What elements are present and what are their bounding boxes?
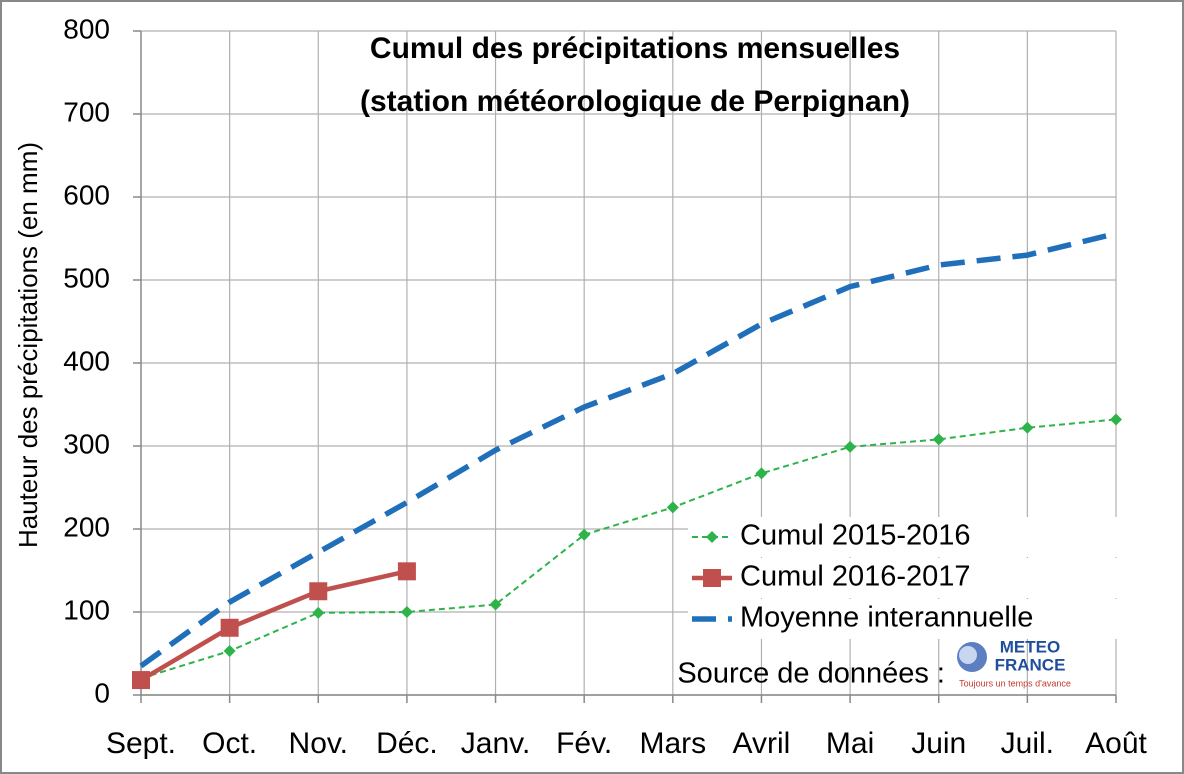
source-label: Source de données : — [677, 658, 945, 690]
point — [578, 528, 591, 541]
x-tick-label: Fév. — [556, 727, 612, 760]
logo-globe — [959, 646, 977, 664]
y-tick-label: 700 — [63, 96, 110, 127]
y-axis-label: Hauteur des précipitations (en mm) — [13, 142, 43, 548]
legend-label: Cumul 2016-2017 — [740, 561, 971, 593]
point — [309, 582, 328, 601]
point — [223, 645, 236, 658]
logo-text: FRANCE — [995, 655, 1066, 674]
point — [400, 606, 413, 618]
y-tick-label: 0 — [94, 677, 110, 708]
logo-text: METEO — [1000, 637, 1060, 656]
x-tick-label: Mai — [826, 727, 874, 760]
legend-background — [688, 599, 1118, 639]
x-tick-label: Oct. — [202, 727, 257, 760]
point — [844, 440, 857, 453]
series-line — [139, 230, 1117, 669]
point — [755, 467, 768, 480]
x-tick-label: Janv. — [461, 727, 530, 760]
y-tick-label: 200 — [63, 511, 110, 542]
y-tick-label: 600 — [63, 179, 110, 210]
x-tick-label: Déc. — [376, 727, 438, 760]
chart-title: Cumul des précipitations mensuelles — [370, 32, 900, 65]
point — [1110, 413, 1122, 426]
y-tick-label: 400 — [63, 345, 110, 376]
x-tick-label: Sept. — [106, 727, 176, 760]
legend-background — [688, 558, 1118, 598]
y-tick-label: 500 — [63, 262, 110, 293]
legend-label: Moyenne interannuelle — [740, 602, 1033, 634]
x-tick-label: Juil. — [1001, 727, 1054, 760]
legend-marker — [706, 531, 718, 543]
point — [312, 606, 325, 619]
x-tick-label: Avril — [733, 727, 791, 760]
point — [489, 598, 502, 611]
point — [1021, 421, 1034, 434]
legend-label: Cumul 2015-2016 — [740, 520, 971, 552]
x-tick-label: Juin — [911, 727, 966, 760]
x-tick-label: Août — [1085, 727, 1147, 760]
logo-tagline: Toujours un temps d'avance — [959, 678, 1071, 688]
point — [397, 562, 416, 581]
y-tick-label: 100 — [63, 594, 110, 625]
y-tick-label: 800 — [63, 13, 110, 44]
series-line — [139, 569, 408, 682]
point — [220, 618, 239, 637]
point — [666, 501, 679, 514]
x-tick-label: Mars — [639, 727, 706, 760]
legend-marker — [703, 569, 721, 587]
series-line — [140, 418, 1117, 680]
point — [132, 671, 150, 690]
y-tick-label: 300 — [63, 428, 110, 459]
point — [932, 433, 945, 446]
x-tick-label: Nov. — [289, 727, 348, 760]
chart-title: (station météorologique de Perpignan) — [360, 85, 910, 118]
logo: METEO FRANCE Toujours un temps d'avance — [957, 637, 1071, 688]
legend-background — [688, 517, 1118, 557]
